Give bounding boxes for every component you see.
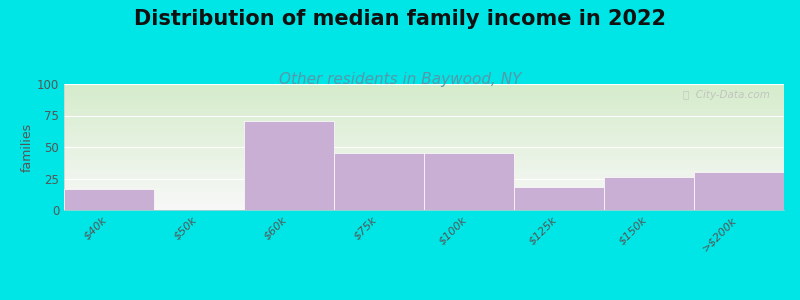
Text: Other residents in Baywood, NY: Other residents in Baywood, NY	[278, 72, 522, 87]
Bar	[604, 177, 694, 210]
Bar	[694, 172, 784, 210]
Bar	[244, 121, 334, 210]
Bar	[64, 189, 154, 210]
Text: Distribution of median family income in 2022: Distribution of median family income in …	[134, 9, 666, 29]
Bar	[514, 187, 604, 210]
Text: ⓘ  City-Data.com: ⓘ City-Data.com	[682, 90, 770, 100]
Y-axis label: families: families	[21, 122, 34, 172]
Bar	[424, 153, 514, 210]
Bar	[334, 153, 424, 210]
